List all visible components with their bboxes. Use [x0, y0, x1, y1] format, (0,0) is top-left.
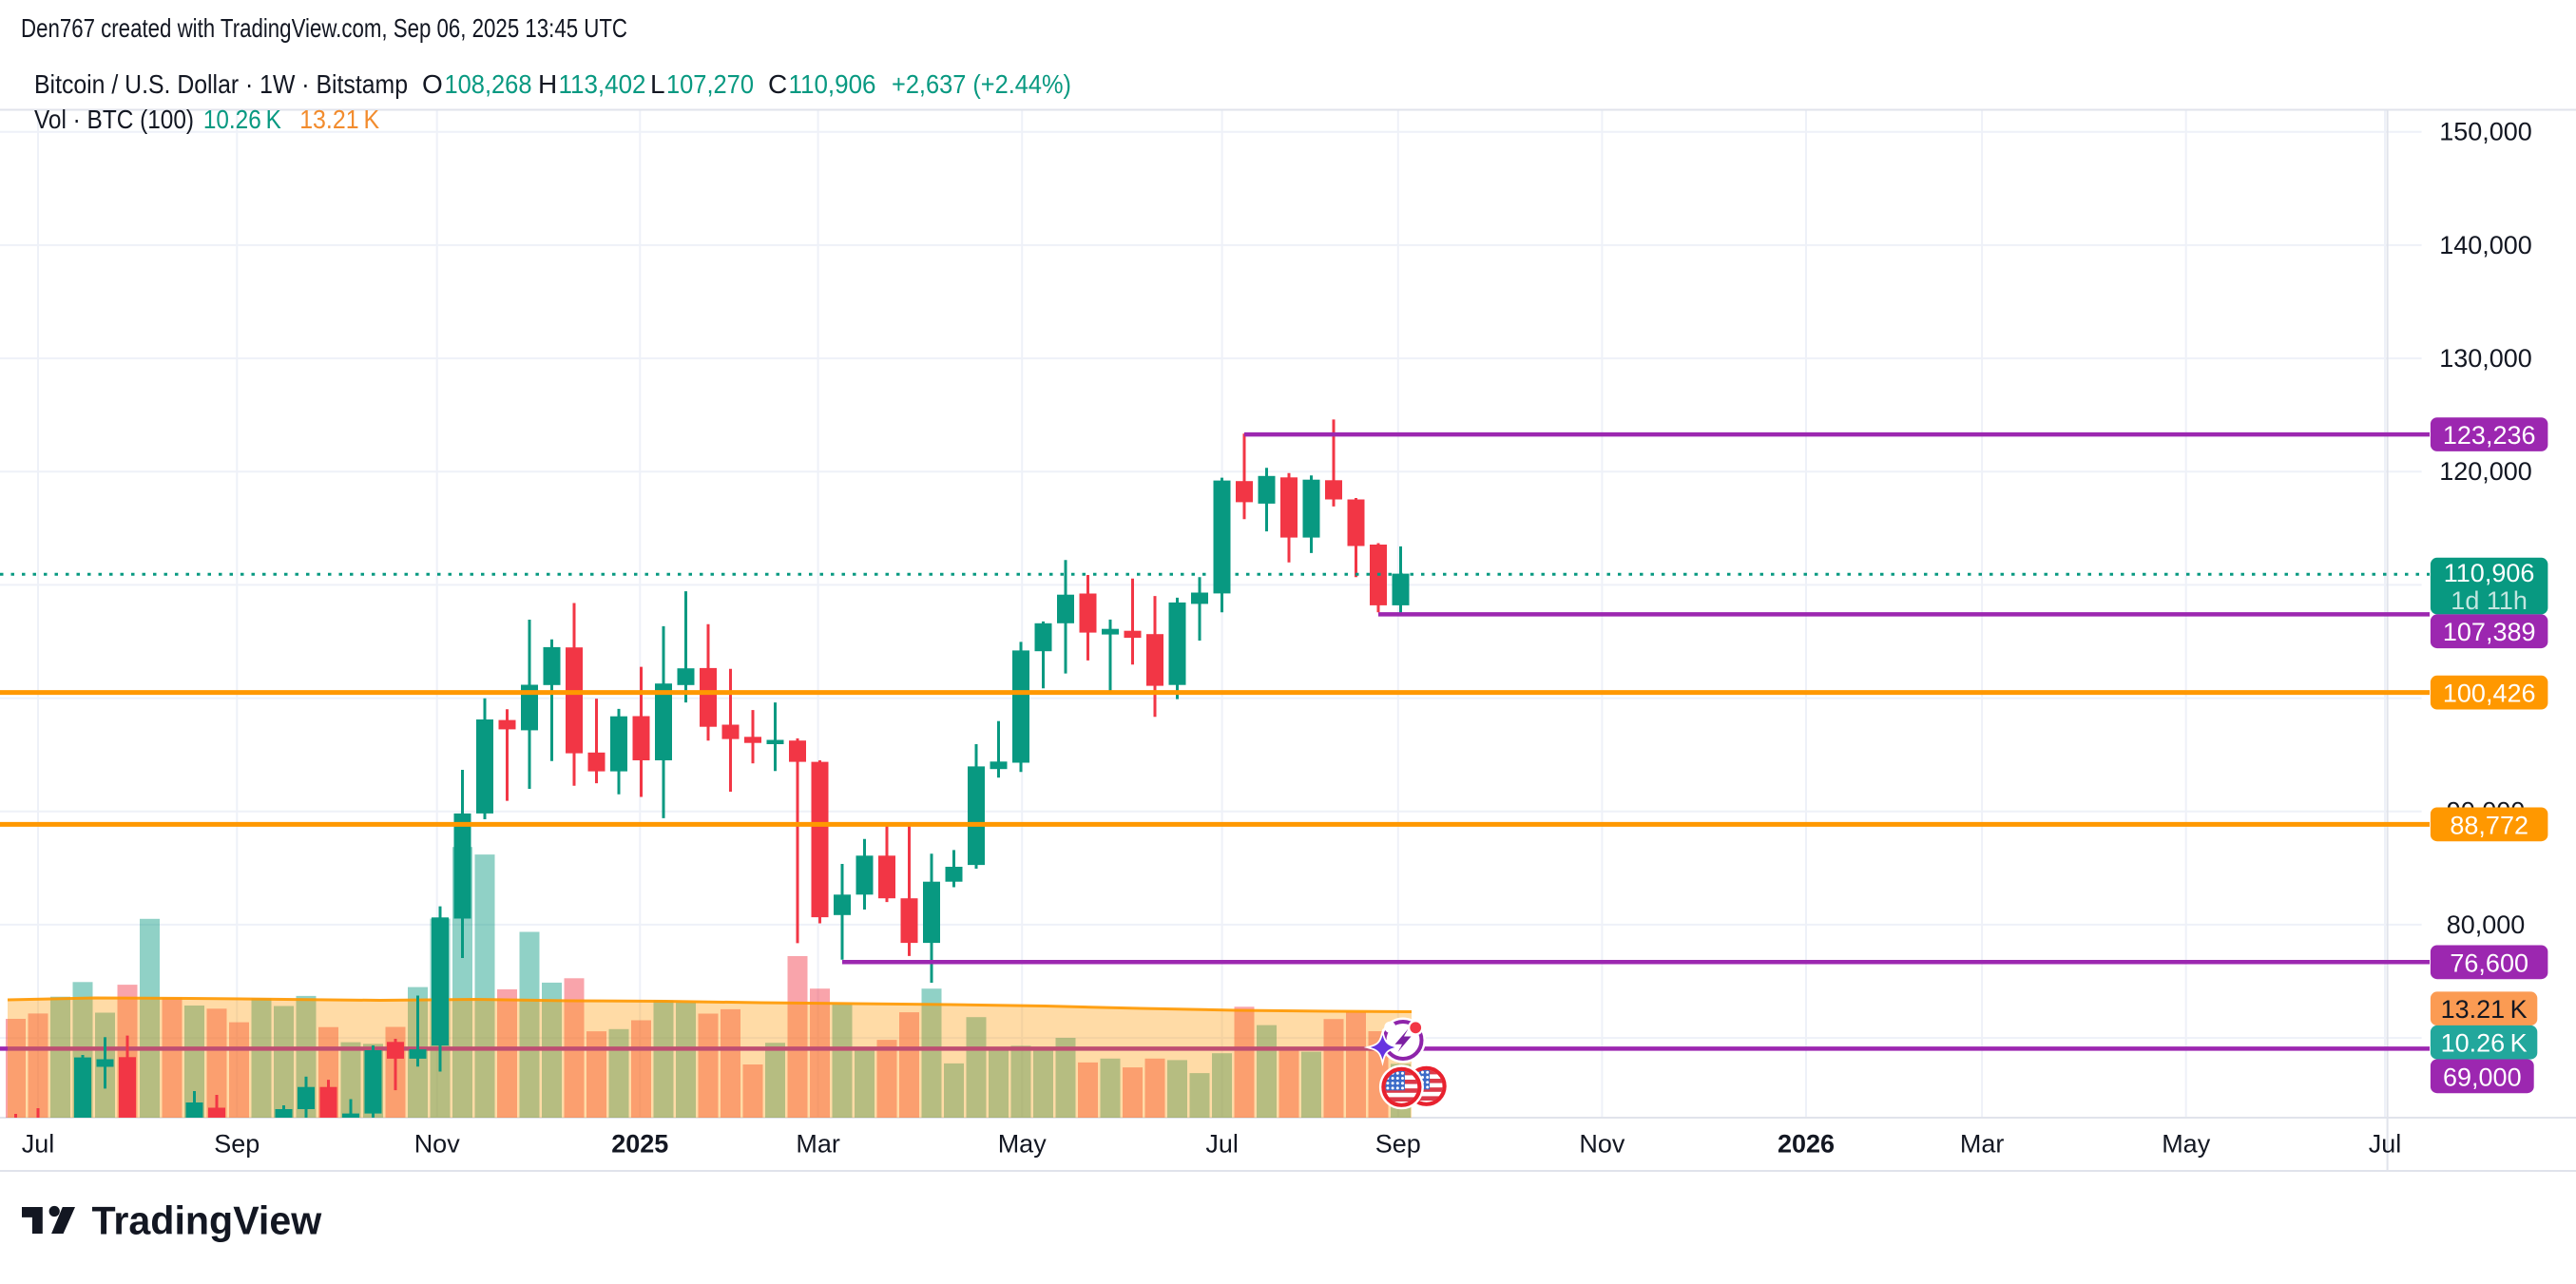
svg-text:108,268: 108,268 — [445, 69, 532, 99]
svg-text:Jul: Jul — [1205, 1130, 1239, 1159]
svg-text:O: O — [422, 69, 443, 99]
svg-text:10.26 K: 10.26 K — [203, 105, 281, 134]
svg-text:110,906: 110,906 — [789, 69, 876, 99]
svg-text:130,000: 130,000 — [2439, 344, 2532, 373]
svg-text:L: L — [650, 69, 665, 99]
svg-text:107,389: 107,389 — [2443, 618, 2536, 646]
svg-text:110,906: 110,906 — [2444, 559, 2535, 587]
svg-text:Nov: Nov — [1579, 1130, 1625, 1159]
svg-text:Bitcoin / U.S. Dollar · 1W · B: Bitcoin / U.S. Dollar · 1W · Bitstamp — [34, 69, 408, 99]
svg-text:13.21 K: 13.21 K — [2441, 995, 2528, 1024]
svg-text:Jul: Jul — [22, 1130, 55, 1159]
svg-text:Sep: Sep — [1375, 1130, 1421, 1159]
svg-text:123,236: 123,236 — [2443, 421, 2536, 450]
svg-text:May: May — [998, 1130, 1048, 1159]
svg-text:Den767 created with TradingVie: Den767 created with TradingView.com, Sep… — [21, 13, 627, 43]
svg-text:113,402: 113,402 — [559, 69, 646, 99]
svg-text:H: H — [538, 69, 557, 99]
svg-text:Jul: Jul — [2369, 1130, 2402, 1159]
svg-text:140,000: 140,000 — [2439, 231, 2532, 259]
svg-text:150,000: 150,000 — [2439, 118, 2532, 146]
svg-text:2025: 2025 — [611, 1130, 668, 1159]
svg-text:13.21 K: 13.21 K — [299, 105, 379, 134]
svg-text:May: May — [2162, 1130, 2211, 1159]
svg-text:80,000: 80,000 — [2447, 910, 2526, 939]
svg-text:C: C — [768, 69, 787, 99]
svg-text:107,270: 107,270 — [666, 69, 754, 99]
svg-text:120,000: 120,000 — [2439, 457, 2532, 486]
svg-text:2026: 2026 — [1778, 1130, 1835, 1159]
svg-text:Sep: Sep — [214, 1130, 260, 1159]
svg-text:100,426: 100,426 — [2443, 680, 2536, 708]
svg-text:Mar: Mar — [1960, 1130, 2005, 1159]
svg-text:Vol · BTC (100): Vol · BTC (100) — [34, 105, 194, 134]
svg-text:Mar: Mar — [796, 1130, 840, 1159]
svg-text:1d 11h: 1d 11h — [2451, 586, 2528, 615]
svg-text:76,600: 76,600 — [2450, 949, 2528, 977]
svg-text:TradingView: TradingView — [92, 1198, 322, 1243]
svg-text:Nov: Nov — [414, 1130, 461, 1159]
svg-text:10.26 K: 10.26 K — [2441, 1029, 2528, 1058]
svg-text:+2,637 (+2.44%): +2,637 (+2.44%) — [892, 69, 1071, 99]
svg-text:88,772: 88,772 — [2450, 811, 2528, 839]
svg-text:69,000: 69,000 — [2443, 1063, 2522, 1091]
